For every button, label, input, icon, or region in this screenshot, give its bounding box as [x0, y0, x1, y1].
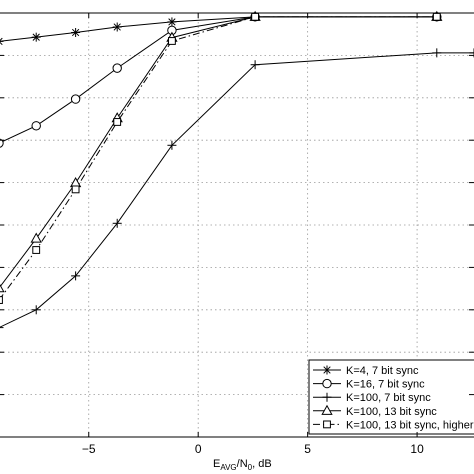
legend-label: K=100, 7 bit sync — [346, 392, 431, 404]
data-point — [251, 12, 260, 21]
x-tick-label: 10 — [410, 442, 424, 456]
data-point — [32, 246, 41, 254]
legend-label: K=100, 13 bit sync — [346, 406, 437, 418]
data-point — [250, 60, 260, 70]
data-point — [0, 138, 4, 148]
data-point — [70, 94, 81, 104]
data-point — [31, 32, 41, 42]
x-tick-label: −5 — [82, 442, 96, 456]
data-point — [0, 283, 5, 293]
data-point — [322, 378, 332, 389]
data-point — [322, 392, 332, 402]
data-point — [30, 232, 42, 243]
legend-item: K=100, 13 bit sync, higher code weight — [313, 419, 474, 431]
series-layer — [0, 10, 474, 329]
x-tick-label: 0 — [195, 442, 202, 456]
data-point — [0, 296, 3, 304]
series-line — [0, 52, 474, 328]
series-3 — [0, 48, 474, 329]
series-1 — [0, 12, 442, 46]
series-2 — [0, 12, 442, 148]
legend-item: K=16, 7 bit sync — [313, 379, 425, 391]
data-point — [168, 37, 176, 45]
series-line — [0, 16, 437, 144]
data-point — [31, 121, 41, 131]
data-point — [31, 305, 41, 315]
legend-item: K=4, 7 bit sync — [313, 365, 419, 377]
data-point — [0, 327, 4, 329]
data-point — [71, 185, 80, 194]
data-point — [71, 271, 81, 281]
data-point — [0, 37, 4, 46]
legend-label: K=4, 7 bit sync — [346, 365, 419, 377]
data-point — [322, 365, 332, 375]
data-point — [112, 22, 122, 32]
data-point — [167, 17, 177, 27]
grid — [0, 13, 474, 437]
data-point — [167, 140, 177, 150]
data-point — [321, 404, 333, 415]
data-point — [112, 63, 122, 73]
legend-item: K=100, 13 bit sync — [313, 404, 437, 418]
data-point — [112, 218, 122, 228]
data-point — [432, 12, 441, 21]
x-axis: −5 0 5 10 — [0, 12, 474, 456]
series-4 — [0, 10, 443, 293]
data-point — [469, 48, 474, 58]
legend-label: K=16, 7 bit sync — [346, 379, 425, 391]
data-point — [323, 420, 331, 429]
data-point — [432, 48, 442, 58]
series-line — [0, 16, 437, 42]
data-point — [113, 118, 122, 126]
legend-label: K=100, 13 bit sync, higher code weight — [346, 419, 474, 431]
series-line — [0, 16, 437, 300]
legend-item: K=100, 7 bit sync — [313, 392, 431, 404]
series-5 — [0, 12, 441, 304]
x-tick-label: 5 — [304, 442, 311, 456]
data-point — [71, 28, 81, 38]
x-axis-label: EAVG/N0, dB — [213, 458, 272, 472]
